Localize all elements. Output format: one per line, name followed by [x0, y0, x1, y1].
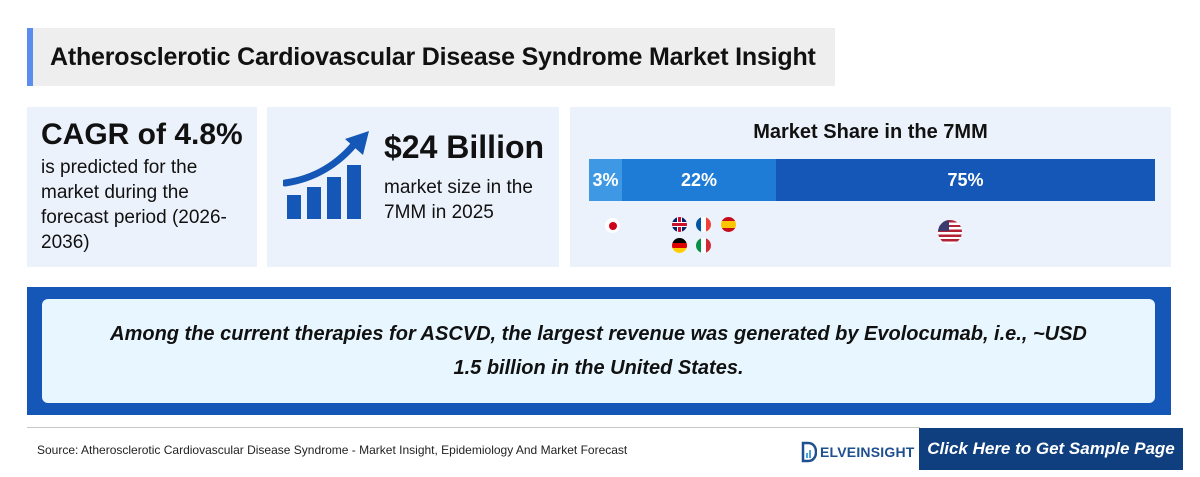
japan-flag-icon: [605, 218, 620, 233]
us-flag-icon: [938, 220, 962, 244]
logo-d-icon: [801, 441, 817, 463]
market-share-card: Market Share in the 7MM 3% 22% 75%: [570, 107, 1171, 267]
cagr-headline: CAGR of 4.8%: [41, 118, 243, 151]
source-note: Source: Atherosclerotic Cardiovascular D…: [37, 443, 628, 457]
delveinsight-logo[interactable]: ELVEINSIGHT: [801, 437, 915, 467]
highlight-panel: Among the current therapies for ASCVD, t…: [42, 299, 1155, 403]
get-sample-page-button[interactable]: Click Here to Get Sample Page: [919, 428, 1183, 470]
spain-flag-icon: [721, 217, 736, 232]
france-flag-icon: [696, 217, 711, 232]
share-segment-us: 75%: [776, 159, 1155, 201]
page-title: Atherosclerotic Cardiovascular Disease S…: [50, 42, 816, 71]
title-banner: Atherosclerotic Cardiovascular Disease S…: [27, 28, 835, 86]
highlight-text: Among the current therapies for ASCVD, t…: [110, 323, 1087, 379]
market-share-title: Market Share in the 7MM: [753, 121, 988, 143]
logo-text: ELVEINSIGHT: [820, 444, 915, 460]
growth-chart-icon: [283, 131, 369, 219]
market-size-card: $24 Billion market size in the 7MM in 20…: [267, 107, 559, 267]
highlight-banner: Among the current therapies for ASCVD, t…: [27, 287, 1171, 415]
market-size-headline: $24 Billion: [384, 129, 545, 165]
market-size-description: market size in the 7MM in 2025: [384, 177, 533, 223]
uk-flag-icon: [672, 217, 687, 232]
cagr-card: CAGR of 4.8% is predicted for the market…: [27, 107, 257, 267]
germany-flag-icon: [672, 238, 687, 253]
share-segment-eu4-uk: 22%: [622, 159, 776, 201]
footer-divider: [27, 427, 920, 428]
share-segment-japan: 3%: [589, 159, 622, 201]
cagr-description: is predicted for the market during the f…: [41, 157, 227, 253]
italy-flag-icon: [696, 238, 711, 253]
